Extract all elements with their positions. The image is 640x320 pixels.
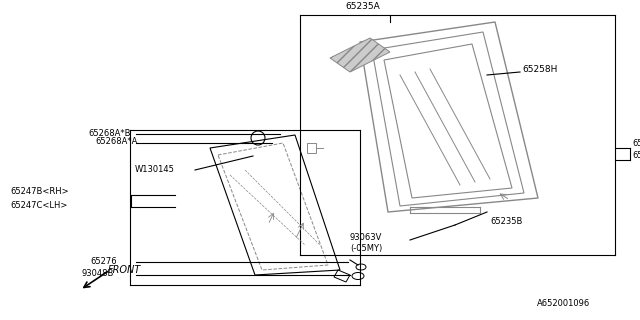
Text: 65268A*A: 65268A*A (95, 138, 138, 147)
Text: 65247B<RH>: 65247B<RH> (10, 188, 68, 196)
Text: 65276: 65276 (90, 257, 116, 266)
Text: 65258H: 65258H (522, 66, 557, 75)
Text: 65210B<LH>: 65210B<LH> (632, 151, 640, 161)
Text: 65268A*B: 65268A*B (88, 129, 131, 138)
Text: 93048B: 93048B (82, 269, 115, 278)
Text: 93063V: 93063V (350, 233, 382, 242)
Text: W130145: W130145 (135, 165, 175, 174)
Text: 65235A: 65235A (345, 2, 380, 11)
Text: A652001096: A652001096 (537, 299, 590, 308)
Text: 65235B: 65235B (490, 218, 522, 227)
Polygon shape (330, 38, 390, 72)
Text: 65247C<LH>: 65247C<LH> (10, 201, 67, 210)
Text: FRONT: FRONT (108, 265, 141, 275)
Text: 65210A<RH>: 65210A<RH> (632, 139, 640, 148)
Text: (-05MY): (-05MY) (350, 244, 382, 252)
